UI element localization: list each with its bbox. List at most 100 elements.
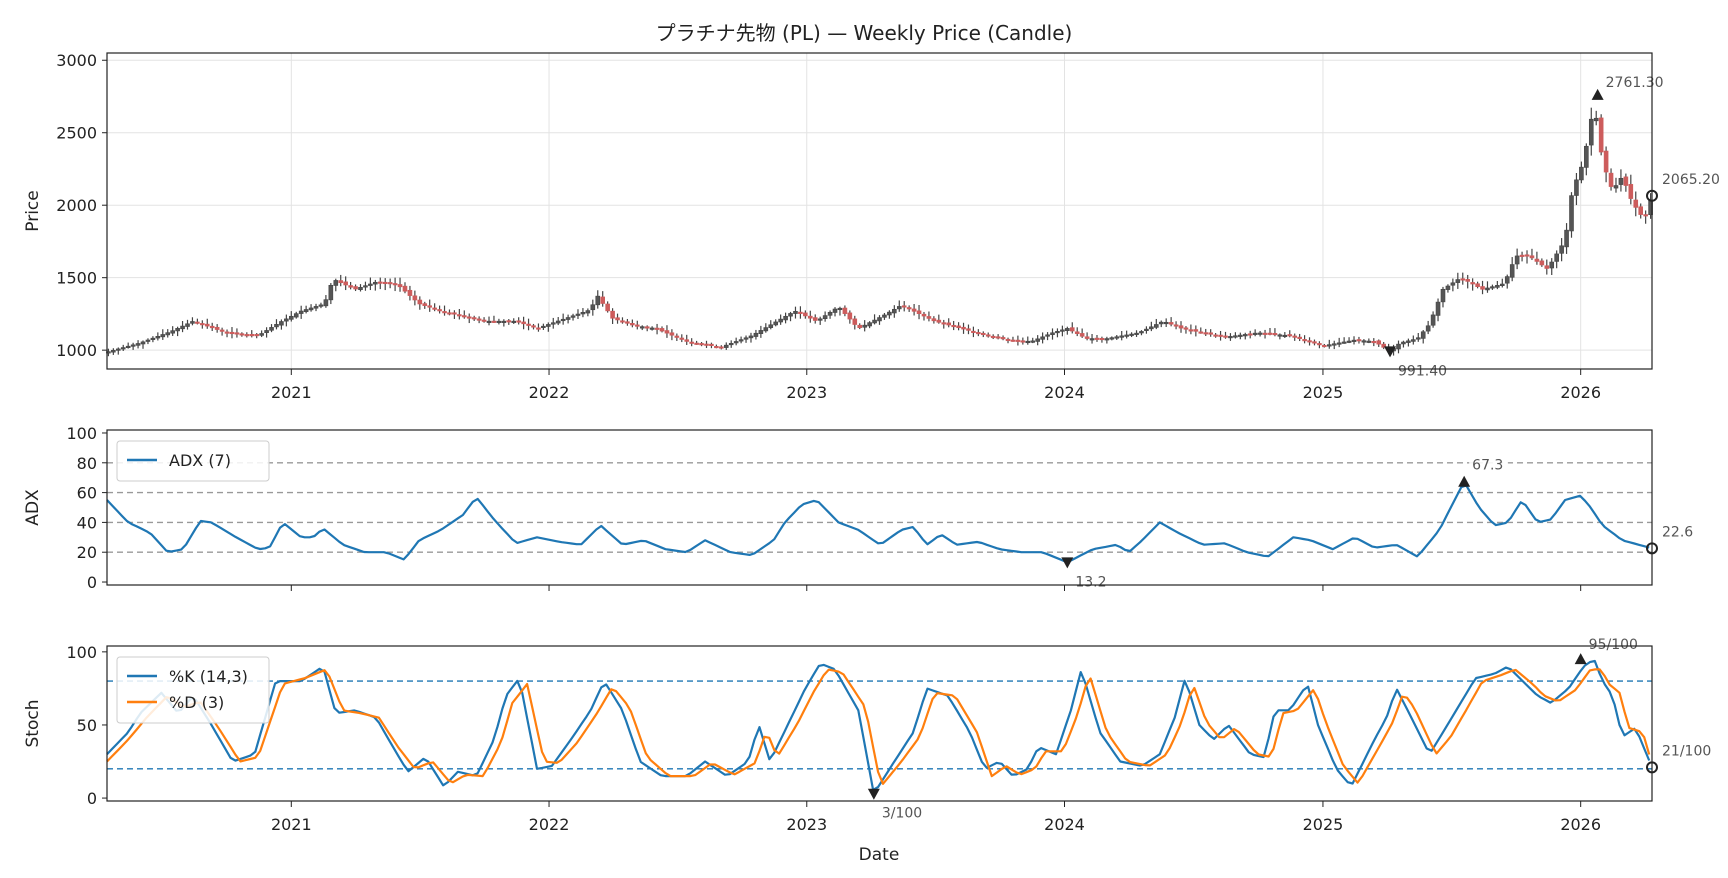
annotation-marker-1 [1384,346,1397,358]
candle-body [1613,185,1619,189]
candle-body [392,283,398,286]
candle-body [758,330,764,334]
candle-body [778,318,783,323]
candle-body [1060,329,1065,332]
candle-body [1005,338,1011,342]
candle-body [249,334,255,337]
annotation-bg-0 [1469,455,1508,474]
candle-body [1480,286,1485,290]
candle-body [486,320,492,323]
candle-body [165,332,171,336]
y-tick-label-50: 50 [77,716,97,735]
candle-body [1045,334,1050,337]
candle-body [832,308,838,313]
candle-body [916,310,922,315]
candle-body [610,310,615,319]
candle-body [224,331,230,334]
candle-body [931,318,937,322]
candle-body [1307,340,1312,343]
candle-body [1272,333,1278,336]
candle-body [995,336,1001,339]
x-tick-label-2021: 2021 [271,383,312,402]
y-tick-label-20: 20 [77,543,97,562]
candle-body [842,307,848,314]
candle-body [1292,335,1298,338]
candle-body [308,307,314,311]
candle-body [1025,340,1031,344]
candle-body [555,320,561,324]
candle-body [550,322,556,325]
candle-body [1356,339,1362,342]
candle-body [669,332,675,336]
candle-body [471,317,477,320]
candle-body [1149,326,1154,330]
annotation-bg-1 [1395,361,1451,380]
legend-label-0: ADX (7) [169,451,231,470]
candle-body [887,311,892,316]
annotation-bg-1 [1072,572,1112,591]
candle-body [1267,332,1273,335]
candle-body [1099,337,1105,341]
candle-body [1593,117,1599,122]
candle-body [531,325,536,328]
candle-body [694,342,699,345]
candle-body [437,309,442,312]
candle-body [1020,340,1026,343]
candle-body [338,280,344,284]
candle-body [1050,332,1055,335]
candle-body [1030,340,1036,343]
candle-body [1228,336,1233,339]
candle-body [1430,314,1436,326]
candle-body [1603,150,1609,173]
candle-body [901,305,907,308]
x-tick-label-2026: 2026 [1560,815,1601,834]
candle-body [1475,283,1480,287]
candle-body [1470,282,1475,285]
x-tick-label-2025: 2025 [1303,815,1344,834]
candle-body [476,318,482,321]
candle-body [600,296,605,304]
candle-body [585,310,591,314]
annotation-marker-0 [1574,653,1587,665]
candle-body [689,341,694,344]
legend-label-1: %D (3) [169,693,224,712]
candle-body [1124,334,1129,337]
candle-body [1312,341,1317,344]
candle-body [1144,328,1149,331]
candle-body [1638,206,1644,215]
candle-body [837,307,843,311]
candle-body [936,319,942,323]
annotation-bg-0 [1602,72,1667,91]
candle-body [1163,321,1169,325]
price-panel: 1000 1500 2000 2500 3000 2021 2022 2023 2024 2025… [23,51,1720,402]
candle-body [615,317,620,321]
candle-body [313,306,319,309]
candle-body [664,330,670,334]
candle-body [565,317,571,320]
candle-body [1628,184,1634,199]
candle-body [906,307,912,310]
candle-body [185,323,190,327]
candle-body [1262,332,1268,335]
candle-body [526,323,531,326]
x-tick-label-2025: 2025 [1303,383,1344,402]
candle-body [684,339,690,342]
candle-body [1119,335,1125,338]
candle-body [560,318,566,322]
legend-box [116,656,270,724]
candle-body [867,322,872,327]
candle-body [1000,337,1006,340]
annotation-bg-1 [878,803,926,822]
candle-body [387,282,393,285]
candle-body [318,304,324,307]
candle-body [649,327,655,330]
candle-body [1322,344,1327,348]
candle-body [288,315,294,320]
candle-body [961,326,966,330]
series-line-1 [106,668,1651,785]
candle-body [427,305,432,308]
candle-body [1376,340,1382,345]
candle-body [1623,176,1629,186]
annotation-label-2: 2065.20 [1662,172,1720,188]
candle-body [1500,283,1505,286]
